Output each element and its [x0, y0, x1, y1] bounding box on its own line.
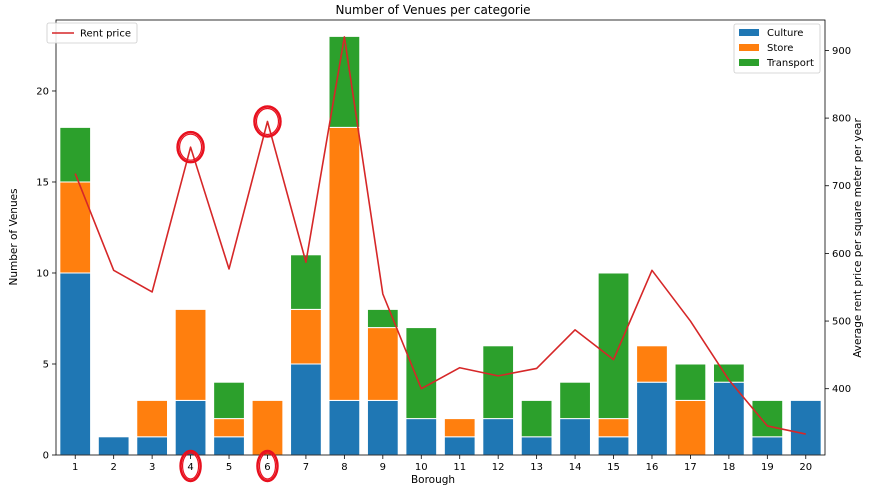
- x-tick-label: 4: [187, 462, 193, 473]
- bar-culture-10: [405, 418, 438, 456]
- x-tick-label: 19: [761, 462, 774, 473]
- x-tick-label: 7: [303, 462, 309, 473]
- bar-transport-12: [482, 345, 515, 420]
- y2-tick-label: 900: [832, 46, 851, 57]
- bar-transport-19: [751, 399, 784, 438]
- legend-culture-label: Culture: [767, 28, 803, 39]
- bar-culture-13: [520, 436, 553, 456]
- y-tick-label: 5: [43, 359, 49, 370]
- bar-store-6: [251, 399, 284, 456]
- legend-transport-swatch: [739, 59, 759, 66]
- bar-culture-12: [482, 418, 515, 456]
- x-tick-label: 6: [264, 462, 270, 473]
- bar-store-16: [636, 345, 668, 383]
- bar-transport-1: [59, 126, 92, 183]
- x-tick-label: 12: [492, 462, 505, 473]
- bar-culture-15: [597, 436, 630, 456]
- legend-bars: Culture Store Transport: [733, 23, 821, 74]
- legend-store-swatch: [739, 44, 759, 51]
- x-tick-label: 8: [341, 462, 347, 473]
- bar-culture-5: [213, 436, 245, 456]
- bar-transport-10: [405, 327, 438, 420]
- highlight-circle-peak-inner-4: [178, 133, 203, 161]
- x-tick-label: 15: [607, 462, 620, 473]
- legend-culture-swatch: [739, 29, 759, 36]
- x-tick-label: 13: [530, 462, 543, 473]
- y2-tick-label: 500: [832, 317, 851, 328]
- bar-culture-16: [636, 381, 668, 456]
- bar-culture-3: [136, 436, 169, 456]
- highlight-circle-tick-4: [179, 449, 202, 483]
- bar-store-1: [59, 181, 92, 274]
- highlight-circle-peak-inner-6: [255, 107, 280, 136]
- x-tick-label: 16: [646, 462, 659, 473]
- legend-line: Rent price: [46, 22, 138, 44]
- bar-culture-20: [789, 399, 822, 456]
- bar-store-17: [674, 399, 707, 456]
- x-tick-label: 1: [72, 462, 78, 473]
- bar-store-7: [290, 308, 322, 365]
- bar-store-11: [443, 418, 476, 438]
- y-axis-label: Number of Venues: [8, 188, 20, 285]
- y2-tick-label: 400: [832, 384, 851, 395]
- bar-culture-2: [97, 436, 130, 456]
- legend-rent-price-label: Rent price: [80, 29, 131, 40]
- bar-transport-17: [674, 363, 707, 401]
- plot-frame: [55, 19, 826, 456]
- x-tick-label: 5: [226, 462, 232, 473]
- y-tick-label: 0: [43, 451, 49, 462]
- x-tick-label: 11: [453, 462, 466, 473]
- highlight-circle-tick-6: [256, 449, 279, 483]
- y2-tick-label: 600: [832, 249, 851, 260]
- x-axis-label: Borough: [411, 474, 455, 486]
- legend-transport-label: Transport: [766, 58, 814, 69]
- x-tick-label: 9: [380, 462, 386, 473]
- bar-store-3: [136, 399, 169, 438]
- bar-store-5: [213, 418, 245, 438]
- bar-transport-7: [290, 254, 322, 310]
- bar-culture-9: [366, 399, 399, 456]
- bar-culture-4: [174, 399, 207, 456]
- annotation-layer: [176, 105, 282, 483]
- bars-layer: [59, 35, 822, 456]
- bar-transport-13: [520, 399, 553, 438]
- y2-axis-label: Average rent price per square meter per …: [852, 118, 864, 358]
- legend-line-box: [46, 22, 138, 44]
- x-tick-label: 14: [569, 462, 582, 473]
- bar-store-9: [366, 327, 399, 401]
- x-tick-label: 18: [723, 462, 736, 473]
- x-tick-label: 2: [110, 462, 116, 473]
- bar-culture-8: [328, 399, 361, 456]
- chart-title: Number of Venues per categorie: [335, 3, 530, 17]
- x-tick-label: 10: [415, 462, 428, 473]
- highlight-circle-peak-4: [176, 130, 205, 164]
- highlight-circle-peak-6: [253, 105, 282, 138]
- highlight-circle-tick-inner-4: [181, 452, 200, 480]
- x-tick-label: 3: [149, 462, 155, 473]
- line-layer: [74, 36, 806, 435]
- bar-culture-19: [751, 436, 784, 456]
- bar-transport-15: [597, 272, 630, 420]
- y2-tick-label: 700: [832, 181, 851, 192]
- x-tick-label: 20: [799, 462, 812, 473]
- y-tick-label: 10: [36, 268, 49, 279]
- bar-culture-7: [290, 363, 322, 456]
- legend-store-label: Store: [767, 43, 793, 54]
- highlight-circle-tick-inner-6: [258, 452, 277, 480]
- bar-culture-11: [443, 436, 476, 456]
- bar-store-8: [328, 126, 361, 401]
- y2-tick-label: 800: [832, 114, 851, 125]
- bar-transport-14: [559, 381, 591, 420]
- x-tick-label: 17: [684, 462, 697, 473]
- bar-culture-1: [59, 272, 92, 456]
- bar-store-4: [174, 308, 207, 401]
- y-tick-label: 20: [36, 86, 49, 97]
- y-tick-label: 15: [36, 177, 49, 188]
- bar-store-15: [597, 418, 630, 438]
- bar-transport-5: [213, 381, 245, 420]
- rent-price-line: [74, 36, 806, 435]
- bar-culture-14: [559, 418, 591, 456]
